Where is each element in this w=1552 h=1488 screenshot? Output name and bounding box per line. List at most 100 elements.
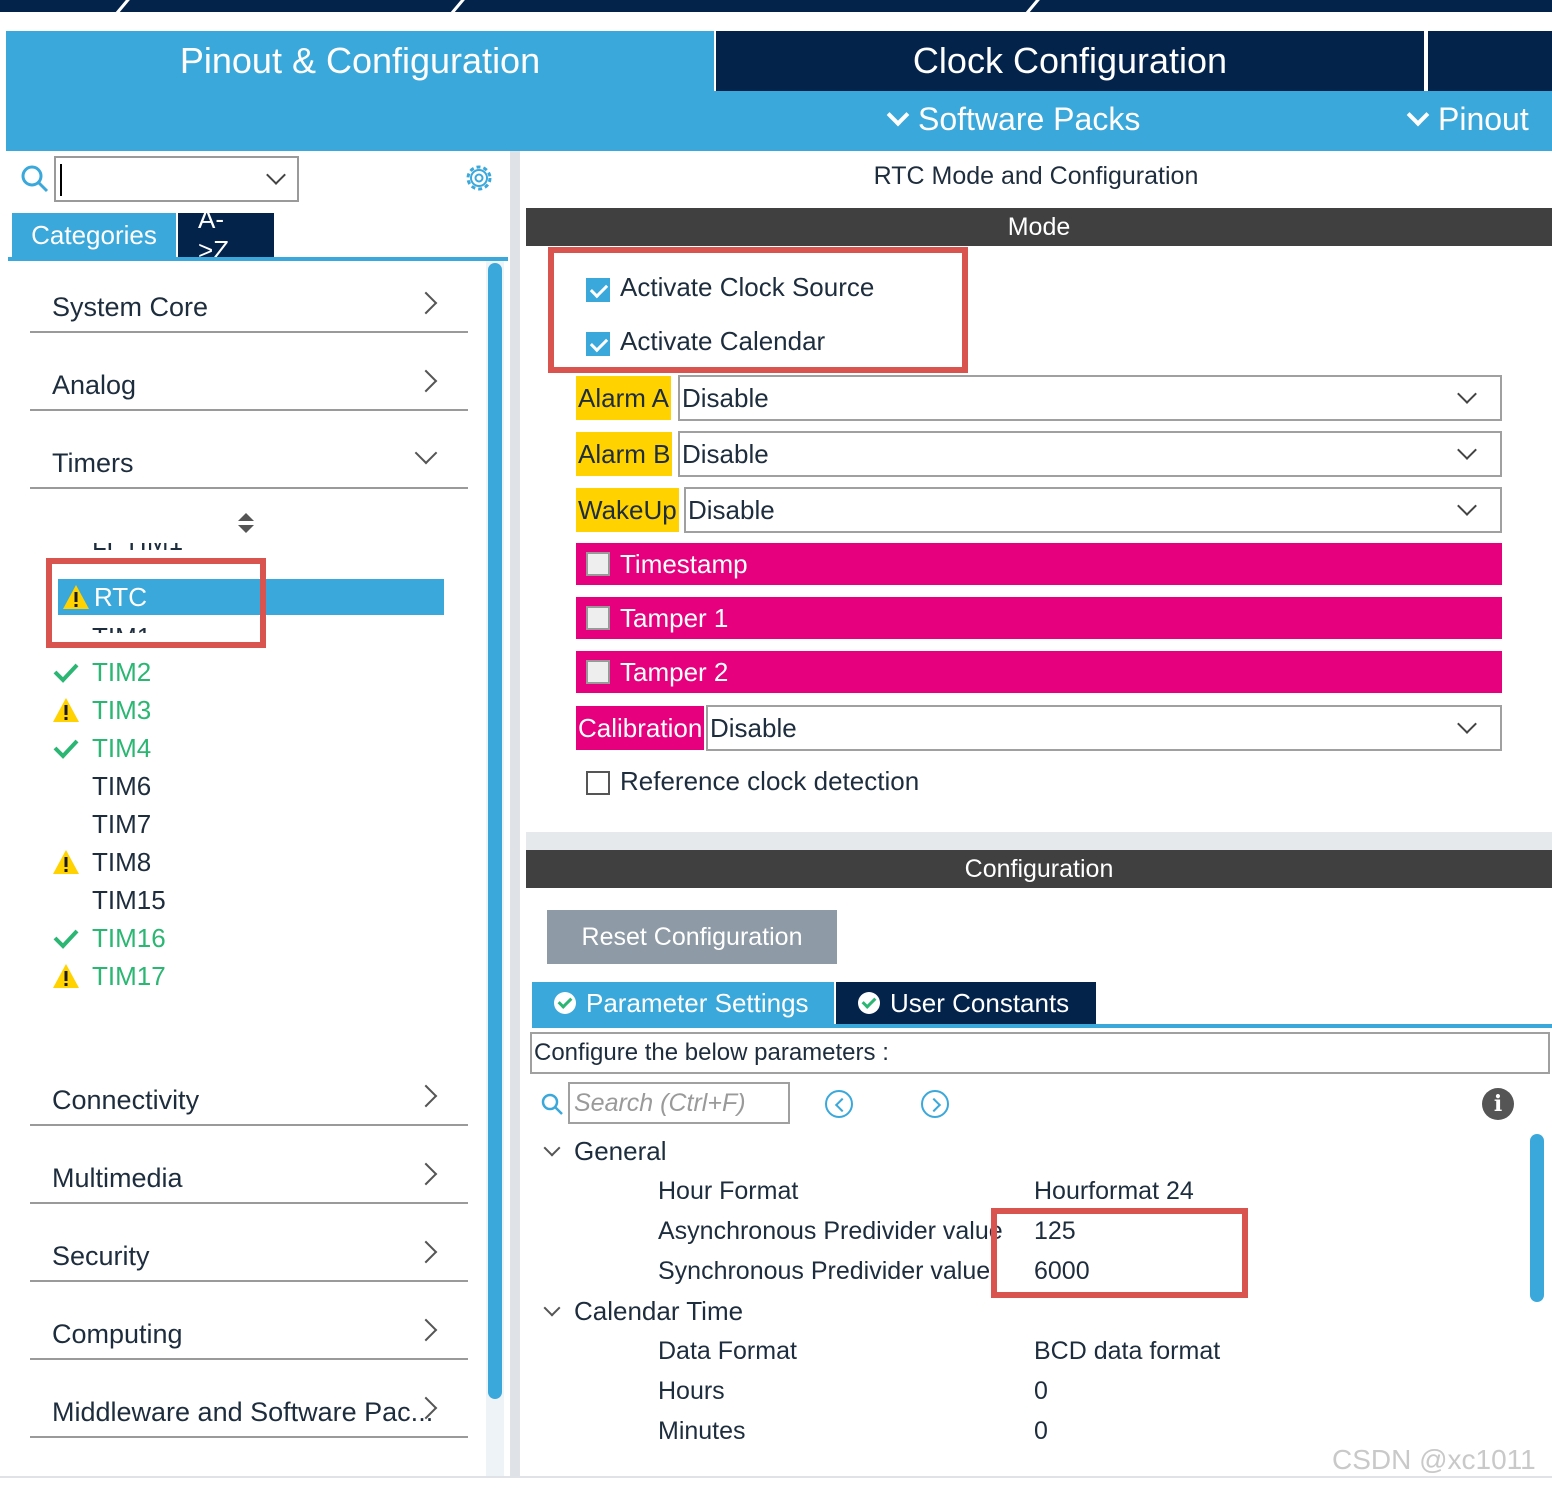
category-middleware[interactable]: Middleware and Software Pac... (30, 1360, 468, 1438)
category-multimedia[interactable]: Multimedia (30, 1126, 468, 1204)
main-tabbar: Pinout & Configuration Clock Configurati… (6, 31, 1552, 91)
section-divider[interactable] (526, 832, 1552, 850)
param-hours-value[interactable]: 0 (1034, 1377, 1048, 1405)
category-system-core[interactable]: System Core (30, 255, 468, 333)
param-async-predivider-value[interactable]: 125 (1012, 1217, 1142, 1246)
calibration-label: Calibration (576, 706, 705, 750)
search-icon[interactable] (20, 164, 50, 194)
chevron-right-icon (414, 1162, 438, 1186)
search-icon (541, 1093, 563, 1115)
activate-calendar-label: Activate Calendar (620, 326, 826, 356)
reset-configuration-button[interactable]: Reset Configuration (547, 910, 837, 964)
param-minutes-value[interactable]: 0 (1034, 1417, 1048, 1445)
activate-clock-source-checkbox[interactable] (586, 278, 610, 302)
info-icon[interactable]: i (1482, 1088, 1514, 1120)
chevron-down-icon (1457, 384, 1477, 404)
reference-clock-checkbox[interactable] (586, 771, 610, 795)
category-security[interactable]: Security (30, 1204, 468, 1282)
timer-item-tim15[interactable]: TIM15 (92, 885, 166, 915)
category-connectivity[interactable]: Connectivity (30, 1048, 468, 1126)
timer-item-tim4[interactable]: TIM4 (53, 730, 151, 766)
chevron-right-icon (414, 1318, 438, 1342)
timer-item-tim17[interactable]: TIM17 (53, 958, 166, 994)
timer-item-lptim1[interactable]: LPTIM1 (92, 543, 183, 559)
timer-item-rtc[interactable]: RTC (58, 579, 444, 615)
tab-clock-configuration[interactable]: Clock Configuration (716, 31, 1424, 91)
configuration-header: Configuration (526, 850, 1552, 888)
tamper2-checkbox[interactable] (586, 660, 610, 684)
param-hours-label: Hours (658, 1377, 725, 1405)
tab-pinout-configuration[interactable]: Pinout & Configuration (6, 31, 714, 91)
timer-item-tim1[interactable]: TIM1 (92, 619, 151, 633)
check-icon (53, 663, 79, 683)
activate-clock-source-label: Activate Clock Source (620, 272, 875, 302)
check-icon (53, 929, 79, 949)
chevron-right-icon (414, 1240, 438, 1264)
param-data-format-value[interactable]: BCD data format (1034, 1337, 1221, 1365)
group-general[interactable]: General (542, 1136, 667, 1167)
configure-description: Configure the below parameters : (530, 1032, 1550, 1074)
warning-icon (53, 698, 79, 722)
param-sync-predivider-value[interactable]: 6000 (1012, 1257, 1142, 1286)
tab-user-constants[interactable]: User Constants (836, 982, 1096, 1024)
timer-item-tim16[interactable]: TIM16 (53, 920, 166, 956)
search-next-icon[interactable] (921, 1090, 949, 1118)
alarm-a-label: Alarm A (576, 376, 672, 420)
category-computing[interactable]: Computing (30, 1282, 468, 1360)
tab-underline (532, 1024, 1552, 1028)
calibration-select[interactable]: Disable (706, 705, 1502, 751)
parameter-search-input[interactable]: Search (Ctrl+F) (568, 1082, 790, 1124)
group-calendar-time[interactable]: Calendar Time (542, 1296, 743, 1327)
chevron-down-icon (543, 1139, 561, 1157)
tamper1-checkbox[interactable] (586, 606, 610, 630)
highlight-activate (548, 247, 968, 373)
category-timers[interactable]: Timers (30, 411, 468, 489)
tamper2-row: Tamper 2 (576, 651, 1502, 693)
sort-arrows-icon[interactable] (238, 513, 254, 533)
tab-underline (8, 257, 508, 261)
check-icon (53, 739, 79, 759)
highlight-rtc (46, 558, 266, 648)
category-search-input[interactable] (54, 156, 299, 202)
tab-a-z[interactable]: A->Z (178, 204, 274, 265)
param-hour-format-value[interactable]: Hourformat 24 (1034, 1177, 1194, 1205)
chevron-right-icon (414, 1084, 438, 1108)
wakeup-select[interactable]: Disable (684, 487, 1502, 533)
warning-icon (53, 850, 79, 874)
mode-header: Mode (526, 208, 1552, 246)
category-view-tabs: Categories A->Z (12, 204, 274, 265)
timer-item-tim2[interactable]: TIM2 (53, 654, 151, 690)
category-analog[interactable]: Analog (30, 333, 468, 411)
timer-item-tim6[interactable]: TIM6 (92, 771, 152, 801)
alarm-a-select[interactable]: Disable (678, 375, 1502, 421)
timer-item-tim3[interactable]: TIM3 (53, 692, 151, 728)
pinout-menu[interactable]: Pinout (1406, 101, 1529, 138)
tab-parameter-settings[interactable]: Parameter Settings (532, 982, 834, 1024)
chevron-down-icon (543, 1299, 561, 1317)
chevron-down-icon (886, 103, 910, 126)
param-data-format-label: Data Format (658, 1337, 797, 1365)
tab-categories[interactable]: Categories (12, 213, 176, 257)
activate-calendar-checkbox[interactable] (586, 332, 610, 356)
bottom-edge (0, 1476, 1552, 1488)
top-strip (0, 0, 1552, 12)
timer-item-tim7[interactable]: TIM7 (92, 809, 152, 839)
check-circle-icon (858, 992, 880, 1014)
gear-icon[interactable] (462, 161, 496, 195)
chevron-down-icon[interactable] (266, 165, 286, 185)
left-scrollbar-thumb[interactable] (488, 263, 502, 1399)
timer-item-tim8[interactable]: TIM8 (53, 844, 151, 880)
parameter-scrollbar-thumb[interactable] (1530, 1134, 1544, 1302)
timestamp-checkbox[interactable] (586, 552, 610, 576)
timestamp-row: Timestamp (576, 543, 1502, 585)
chevron-down-icon (414, 441, 438, 465)
panel-title: RTC Mode and Configuration (873, 162, 1199, 190)
panel-splitter[interactable] (510, 151, 520, 1478)
tab-extra[interactable] (1426, 31, 1552, 91)
highlight-predividers (991, 1208, 1248, 1298)
alarm-b-select[interactable]: Disable (678, 431, 1502, 477)
param-hour-format-label: Hour Format (658, 1177, 799, 1205)
chevron-down-icon (1457, 496, 1477, 516)
search-prev-icon[interactable] (825, 1090, 853, 1118)
software-packs-menu[interactable]: Software Packs (886, 101, 1140, 138)
